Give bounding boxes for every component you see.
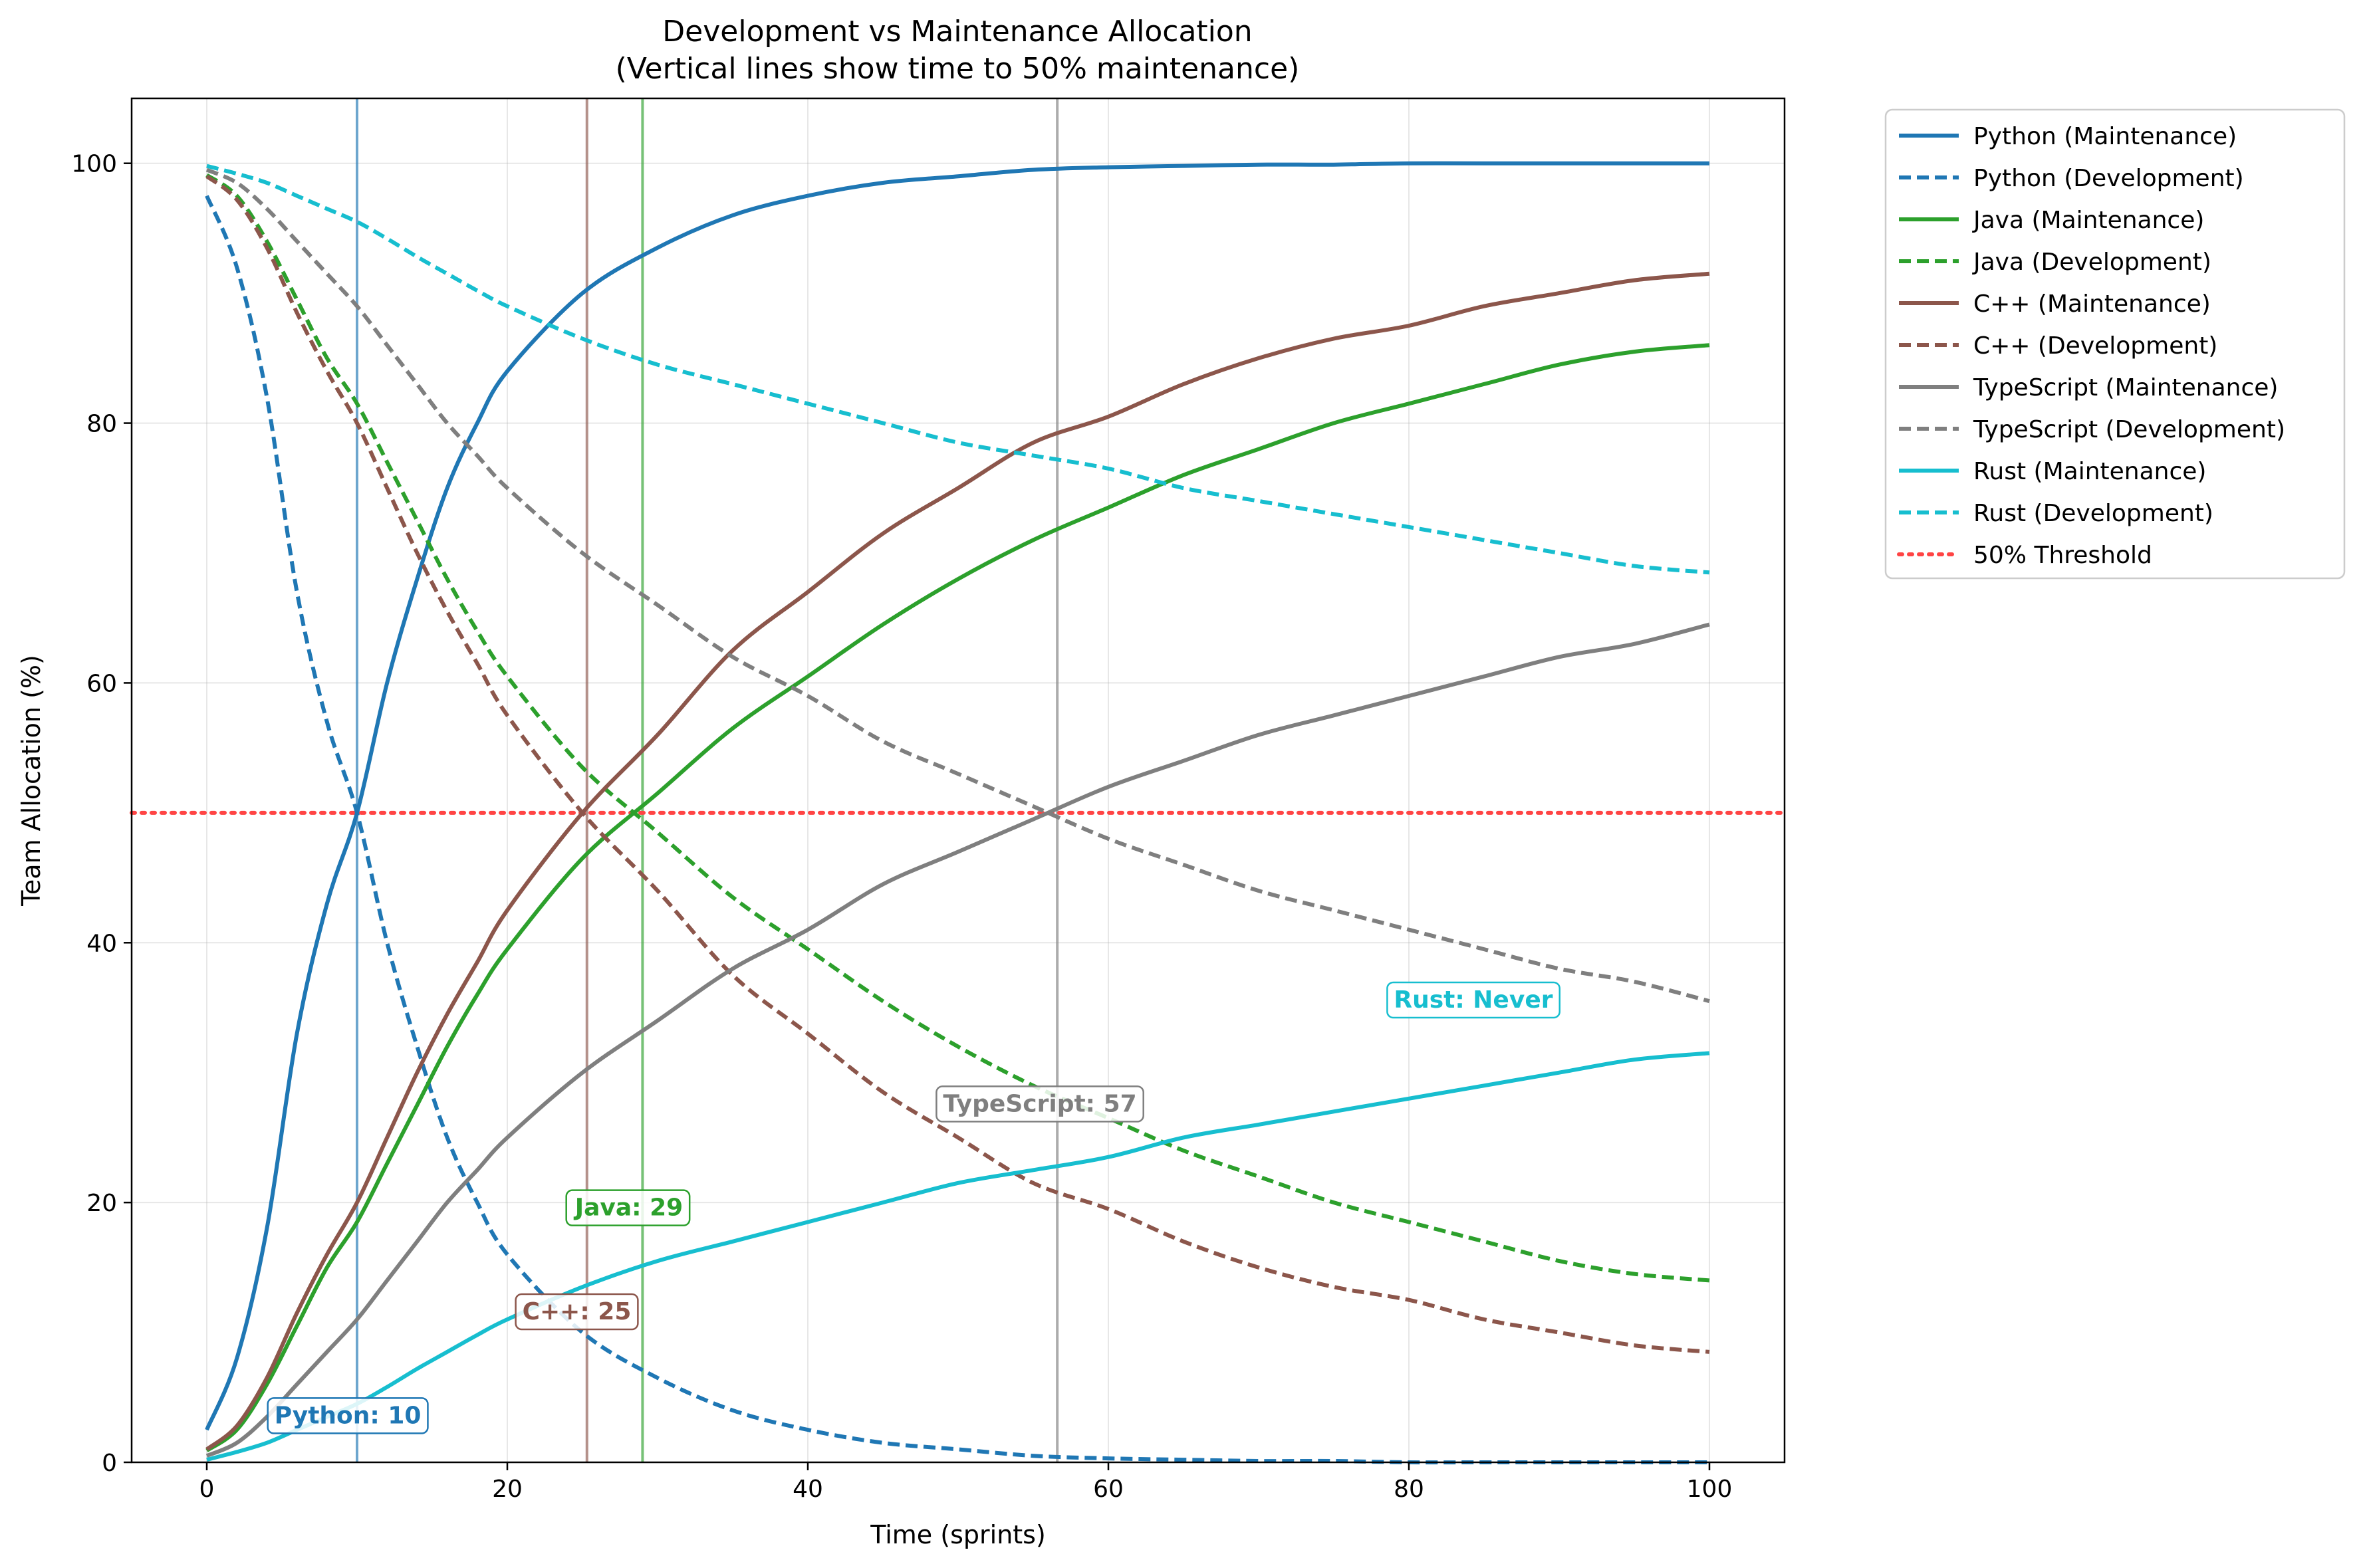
- x-tick-label-5: 100: [1687, 1476, 1733, 1503]
- annotation-3: TypeScript: 57: [935, 1085, 1144, 1123]
- legend-label-5: C++ (Development): [1973, 332, 2217, 360]
- annotation-box-2: [565, 1189, 691, 1226]
- series-group: [205, 161, 1710, 1465]
- series-line-7: [205, 168, 1710, 1004]
- legend-label-10: 50% Threshold: [1973, 542, 2152, 569]
- legend-box: [1884, 108, 2346, 580]
- y-tick-label-4: 80: [86, 411, 117, 438]
- y-axis-label: Team Allocation (%): [17, 655, 46, 907]
- annotation-box-3: [935, 1085, 1144, 1123]
- annotation-box-4: [1386, 981, 1560, 1019]
- series-line-6: [205, 622, 1710, 1458]
- annotation-label-0: Python: 10: [275, 1402, 422, 1429]
- annotation-0: Python: 10: [267, 1397, 429, 1434]
- annotation-box-1: [515, 1293, 639, 1331]
- x-axis-label: Time (sprints): [870, 1520, 1046, 1549]
- annotation-box-0: [267, 1397, 429, 1434]
- x-tick-label-1: 20: [492, 1476, 523, 1503]
- y-tick-label-2: 40: [86, 930, 117, 957]
- annotation-2: Java: 29: [565, 1189, 691, 1226]
- annotations: Python: 10 C++: 25 Java: 29 TypeScript: 57 R…: [267, 981, 1560, 1434]
- series-line-0: [205, 161, 1709, 1431]
- y-ticks: 0 20 40 60 80 100: [71, 151, 132, 1477]
- series-line-2: [205, 343, 1710, 1452]
- y-tick-label-0: 0: [102, 1450, 117, 1477]
- plot-frame: [130, 97, 1786, 1464]
- legend-label-4: C++ (Maintenance): [1973, 290, 2211, 318]
- legend-label-9: Rust (Development): [1973, 500, 2213, 527]
- y-tick-label-5: 100: [71, 151, 117, 178]
- legend-label-0: Python (Maintenance): [1973, 123, 2237, 150]
- vertical-lines: [356, 98, 1059, 1462]
- y-tick-label-1: 20: [86, 1190, 117, 1217]
- annotation-1: C++: 25: [515, 1293, 639, 1331]
- annotation-4: Rust: Never: [1386, 981, 1560, 1019]
- chart-title: Development vs Maintenance Allocation: [662, 15, 1252, 49]
- y-tick-label-3: 60: [86, 670, 117, 697]
- x-ticks: 0 20 40 60 80 100: [199, 1462, 1733, 1503]
- annotation-label-1: C++: 25: [523, 1298, 632, 1325]
- legend-label-2: Java (Maintenance): [1972, 207, 2204, 234]
- annotation-label-3: TypeScript: 57: [943, 1090, 1136, 1117]
- x-tick-label-4: 80: [1394, 1476, 1424, 1503]
- x-tick-label-3: 60: [1093, 1476, 1124, 1503]
- legend-label-3: Java (Development): [1972, 249, 2211, 276]
- x-tick-label-0: 0: [199, 1476, 215, 1503]
- series-line-5: [205, 174, 1710, 1354]
- series-line-4: [205, 271, 1710, 1451]
- legend-label-6: TypeScript (Maintenance): [1973, 374, 2278, 401]
- annotation-label-2: Java: 29: [573, 1194, 683, 1222]
- x-tick-label-2: 40: [793, 1476, 823, 1503]
- series-line-1: [205, 195, 1709, 1465]
- legend-label-7: TypeScript (Development): [1973, 416, 2285, 443]
- legend-label-1: Python (Development): [1973, 165, 2244, 192]
- series-line-9: [206, 164, 1710, 575]
- series-line-3: [205, 173, 1710, 1283]
- chart-subtitle: (Vertical lines show time to 50% mainten…: [616, 52, 1300, 86]
- plot-background: [132, 98, 1785, 1462]
- legend: Python (Maintenance) Python (Development)…: [1884, 108, 2346, 580]
- legend-label-8: Rust (Maintenance): [1973, 458, 2206, 485]
- annotation-label-4: Rust: Never: [1394, 986, 1553, 1014]
